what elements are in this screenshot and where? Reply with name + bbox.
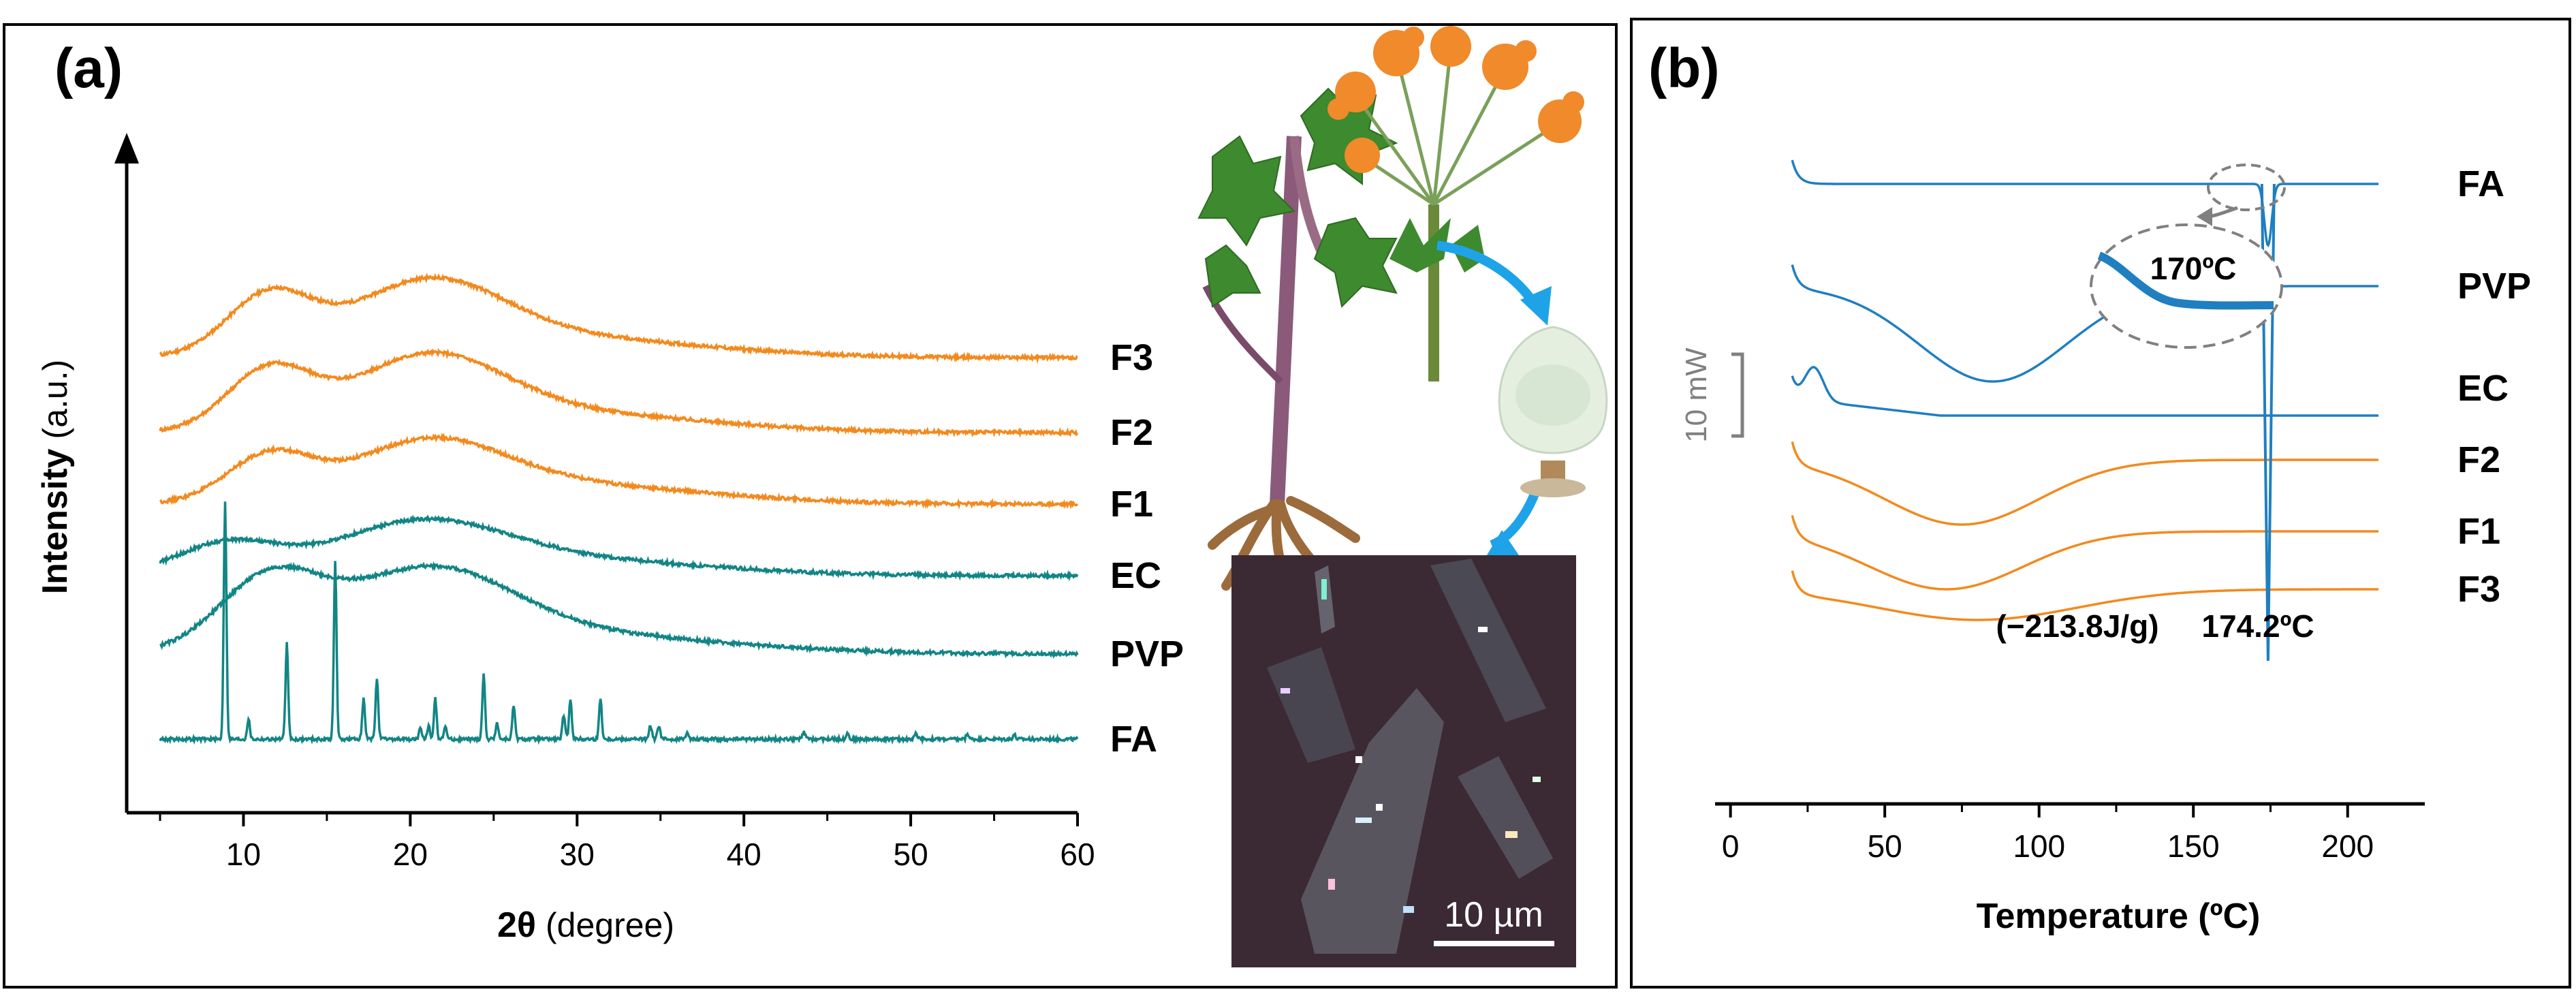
panel-b-label: (b) xyxy=(1648,37,1720,99)
inset-temp-label: 170ºC xyxy=(2150,251,2237,286)
xrd-series-label-fa: FA xyxy=(1110,719,1157,760)
dsc-series-f3 xyxy=(1791,570,2378,621)
microscope-image-icon: 10 µm xyxy=(1231,555,1576,967)
xrd-series-fa xyxy=(159,501,1079,745)
dsc-x-tick-label: 200 xyxy=(2321,828,2374,864)
dsc-series-label-f1: F1 xyxy=(2457,511,2500,552)
xrd-series-label-f3: F3 xyxy=(1110,337,1153,378)
xrd-xlabel-rest: (degree) xyxy=(546,906,674,944)
dsc-series-label-pvp: PVP xyxy=(2457,266,2531,307)
xrd-series-label-pvp: PVP xyxy=(1110,634,1184,674)
panel-a-label: (a) xyxy=(54,37,123,99)
xrd-x-tick-label: 50 xyxy=(894,837,928,872)
inset-curve xyxy=(2097,251,2274,310)
xrd-series-f1 xyxy=(159,432,1079,510)
enthalpy-label: (−213.8J/g) xyxy=(1996,608,2158,644)
dsc-series-ec xyxy=(1791,366,2378,417)
dsc-series-label-ec: EC xyxy=(2457,368,2509,409)
xrd-x-tick-label: 30 xyxy=(560,837,595,872)
dsc-series-pvp xyxy=(1791,264,2378,383)
inset-circle xyxy=(2090,223,2283,349)
xrd-ylabel-bold: Intensity xyxy=(35,448,75,594)
dsc-series-label-f3: F3 xyxy=(2457,569,2500,610)
xrd-series-ec xyxy=(159,514,1079,582)
panel-a-frame xyxy=(3,23,1618,989)
xrd-x-tick-label: 60 xyxy=(1060,837,1095,872)
xrd-y-axis-arrow-icon xyxy=(114,133,139,164)
scale-bar-label: 10 µm xyxy=(1444,895,1543,935)
plant-illustration-icon xyxy=(1197,26,1584,597)
xrd-x-tick-label: 40 xyxy=(727,837,761,872)
xrd-series-label-ec: EC xyxy=(1110,555,1161,596)
dsc-x-tick-label: 150 xyxy=(2167,828,2220,864)
dsc-x-axis-title: Temperature (ºC) xyxy=(1977,897,2261,936)
dsc-series-f1 xyxy=(1791,515,2378,591)
dsc-x-tick-label: 100 xyxy=(2013,828,2065,864)
xrd-xlabel-bold: 2θ xyxy=(497,905,536,945)
xrd-x-tick-label: 10 xyxy=(226,837,261,872)
dsc-series-label-fa: FA xyxy=(2457,164,2504,204)
xrd-x-tick-label: 20 xyxy=(393,837,428,872)
xrd-x-axis-title: 2θ (degree) xyxy=(497,905,674,945)
dsc-series-label-f2: F2 xyxy=(2457,439,2500,480)
dsc-x-tick-label: 0 xyxy=(1722,828,1740,864)
xrd-y-axis-title: Intensity (a.u.) xyxy=(35,360,75,595)
inset-source-marker xyxy=(2207,164,2286,211)
xrd-ylabel-rest: (a.u.) xyxy=(36,360,74,439)
dsc-chart: 0 50 100 150 200 FA PVP EC F2 F1 F3 Temperature (… xyxy=(1680,159,2531,936)
xrd-series-pvp xyxy=(159,561,1079,659)
dsc-series-fa xyxy=(1791,159,2378,247)
dsc-fa-melting-peak xyxy=(2260,183,2276,662)
dsc-scale-label: 10 mW xyxy=(1680,347,1713,443)
powder-flask-icon xyxy=(1498,326,1608,497)
xrd-series-label-f1: F1 xyxy=(1110,484,1153,525)
panel-b-frame xyxy=(1630,18,2571,989)
xrd-chart: 10 20 30 40 50 60 F3 F2 F1 EC PVP FA Intensity (a.u… xyxy=(35,133,1184,945)
xrd-series-f3 xyxy=(159,273,1078,364)
peak-temp-label: 174.2ºC xyxy=(2201,608,2314,644)
xrd-series-f2 xyxy=(159,347,1078,438)
curved-arrow-icon xyxy=(1436,240,1552,559)
xrd-series-label-f2: F2 xyxy=(1110,412,1153,453)
dsc-series-f2 xyxy=(1791,441,2378,526)
dsc-x-tick-label: 50 xyxy=(1868,828,1902,864)
dsc-scale-bracket xyxy=(1731,352,1744,438)
